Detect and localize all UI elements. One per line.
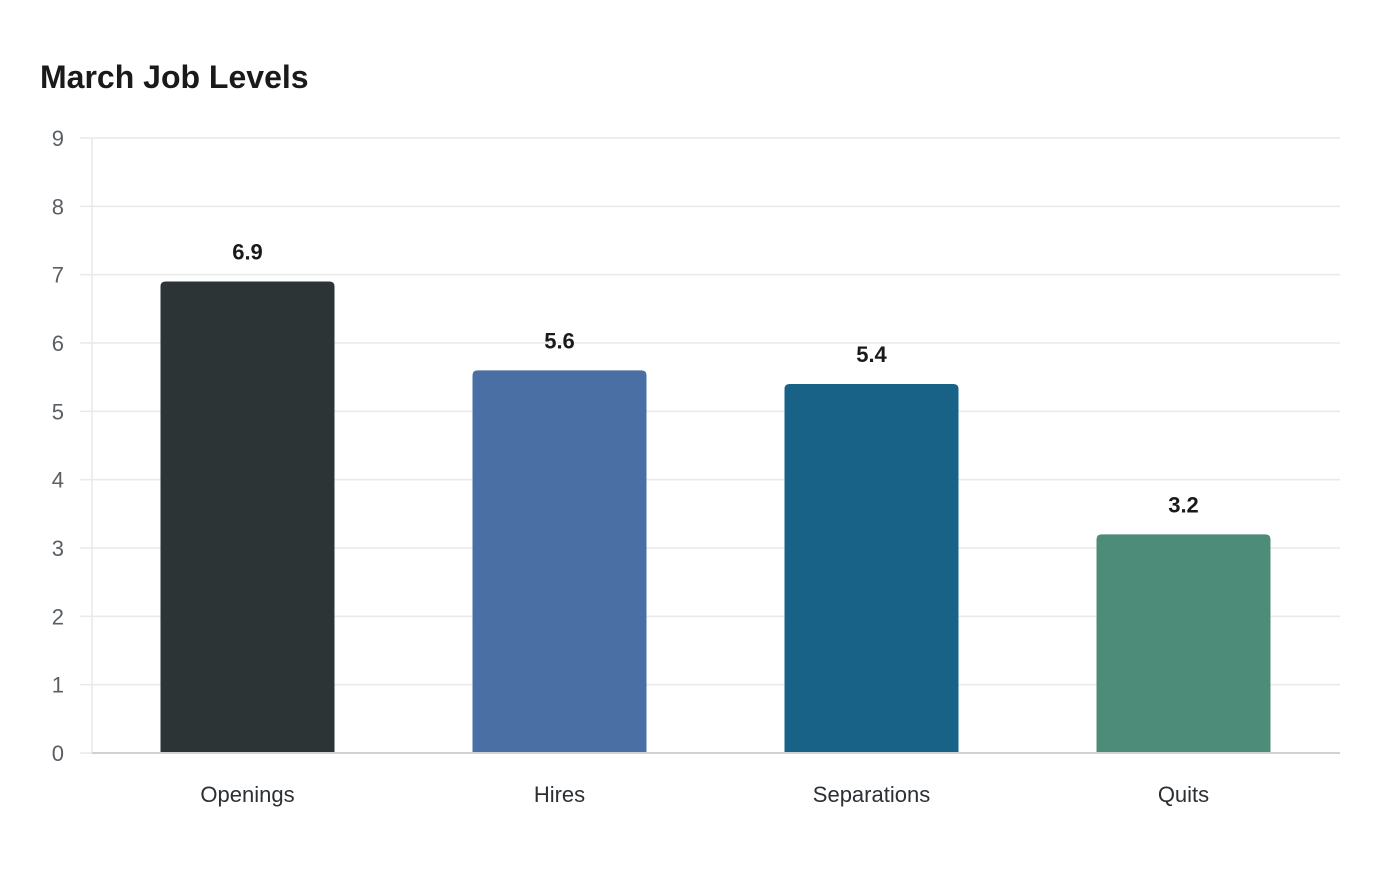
y-tick-label: 5 <box>52 399 64 424</box>
bar-hires <box>472 370 647 753</box>
y-tick-label: 8 <box>52 194 64 219</box>
bar-quits <box>1096 534 1271 753</box>
y-tick-label: 1 <box>52 673 64 698</box>
bars <box>160 281 1271 753</box>
data-label-openings: 6.9 <box>232 240 263 265</box>
y-tick-label: 2 <box>52 604 64 629</box>
bar-separations <box>784 384 959 753</box>
y-tick-label: 7 <box>52 263 64 288</box>
axes <box>91 138 1340 754</box>
category-label-openings: Openings <box>200 782 294 807</box>
category-label-separations: Separations <box>813 782 930 807</box>
data-label-quits: 3.2 <box>1168 492 1199 517</box>
data-label-hires: 5.6 <box>544 328 575 353</box>
category-label-hires: Hires <box>534 782 585 807</box>
category-label-quits: Quits <box>1158 782 1209 807</box>
y-axis-tick-labels: 0 1 2 3 4 5 6 7 8 9 <box>52 126 64 766</box>
y-tick-label: 0 <box>52 741 64 766</box>
x-axis-category-labels: Openings Hires Separations Quits <box>200 782 1209 807</box>
data-labels: 6.9 5.6 5.4 3.2 <box>232 240 1199 518</box>
chart-title: March Job Levels <box>40 59 309 95</box>
y-tick-label: 9 <box>52 126 64 151</box>
bar-openings <box>160 281 335 753</box>
y-tick-label: 6 <box>52 331 64 356</box>
y-tick-label: 3 <box>52 536 64 561</box>
y-tick-label: 4 <box>52 468 64 493</box>
data-label-separations: 5.4 <box>856 342 887 367</box>
